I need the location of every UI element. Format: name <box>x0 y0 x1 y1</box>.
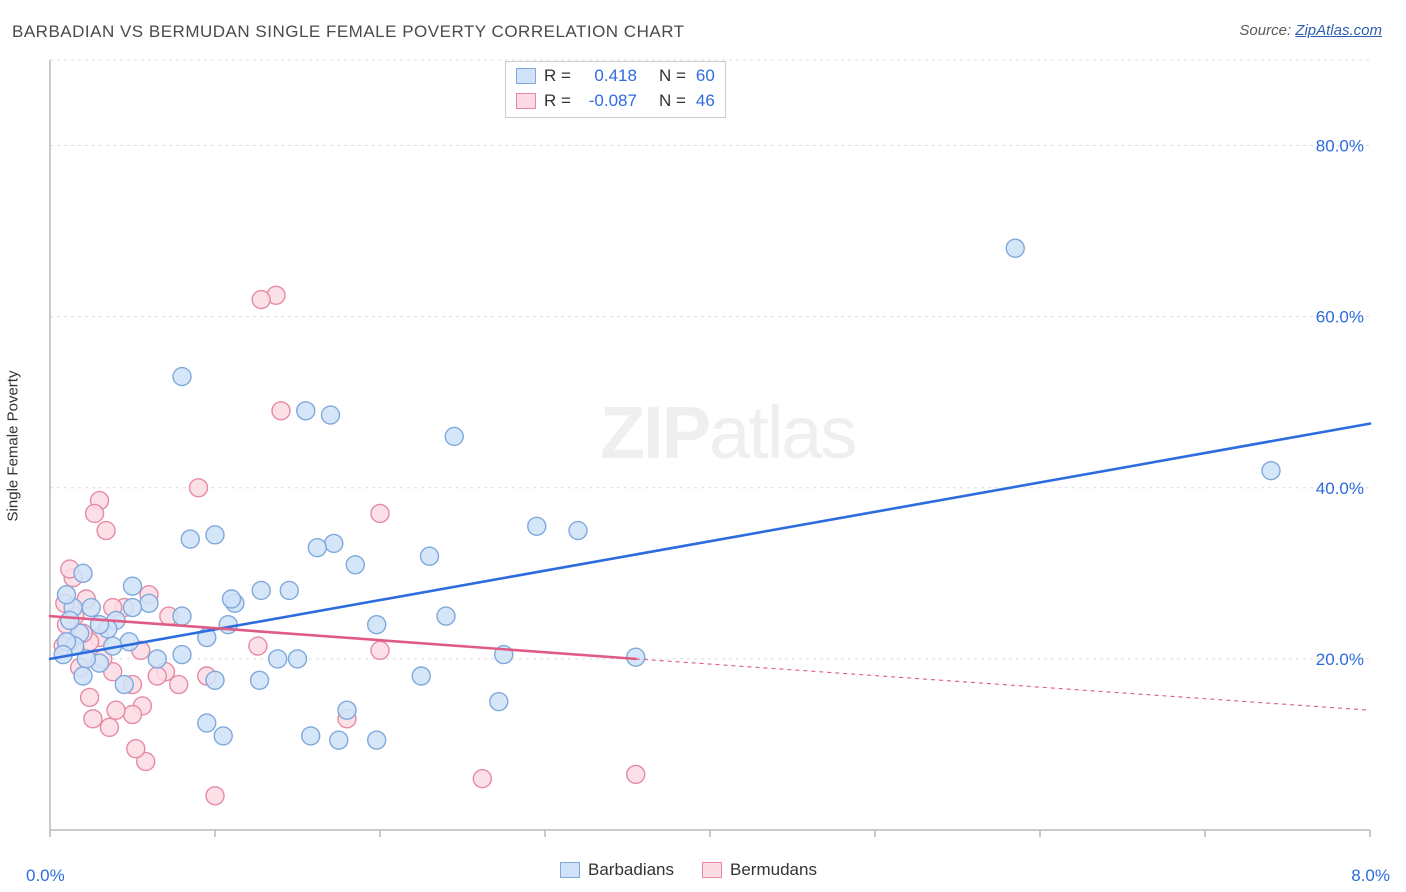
y-axis-label: Single Female Poverty <box>5 371 22 522</box>
source-link[interactable]: ZipAtlas.com <box>1295 22 1382 39</box>
y-tick-label: 20.0% <box>1316 650 1364 669</box>
source-prefix: Source: <box>1239 22 1295 39</box>
source-attribution: Source: ZipAtlas.com <box>1239 22 1382 39</box>
series-legend: Barbadians Bermudans <box>560 860 817 880</box>
swatch-barbadians <box>516 68 536 84</box>
swatch-bermudans <box>516 93 536 109</box>
r-label: R = <box>544 64 571 89</box>
chart-svg: 20.0% 40.0% 60.0% 80.0% <box>50 60 1370 830</box>
r-label: R = <box>544 89 571 114</box>
correlation-legend: R = 0.418 N = 60 R = -0.087 N = 46 <box>505 61 726 118</box>
legend-label-barbadians: Barbadians <box>588 860 674 880</box>
n-value-bermudans: 46 <box>696 89 715 114</box>
n-label: N = <box>659 89 686 114</box>
n-label: N = <box>659 64 686 89</box>
legend-item-barbadians: Barbadians <box>560 860 674 880</box>
chart-title: BARBADIAN VS BERMUDAN SINGLE FEMALE POVE… <box>12 22 685 42</box>
legend-item-bermudans: Bermudans <box>702 860 817 880</box>
x-min-label: 0.0% <box>26 866 65 886</box>
r-value-bermudans: -0.087 <box>581 89 637 114</box>
legend-label-bermudans: Bermudans <box>730 860 817 880</box>
x-max-label: 8.0% <box>1351 866 1390 886</box>
n-value-barbadians: 60 <box>696 64 715 89</box>
y-tick-label: 60.0% <box>1316 308 1364 327</box>
r-value-barbadians: 0.418 <box>581 64 637 89</box>
swatch-bermudans <box>702 862 722 878</box>
y-tick-label: 40.0% <box>1316 479 1364 498</box>
swatch-barbadians <box>560 862 580 878</box>
y-tick-label: 80.0% <box>1316 137 1364 156</box>
correlation-row-bermudans: R = -0.087 N = 46 <box>516 89 715 114</box>
correlation-row-barbadians: R = 0.418 N = 60 <box>516 64 715 89</box>
chart-plot-area: 20.0% 40.0% 60.0% 80.0% <box>50 60 1370 830</box>
